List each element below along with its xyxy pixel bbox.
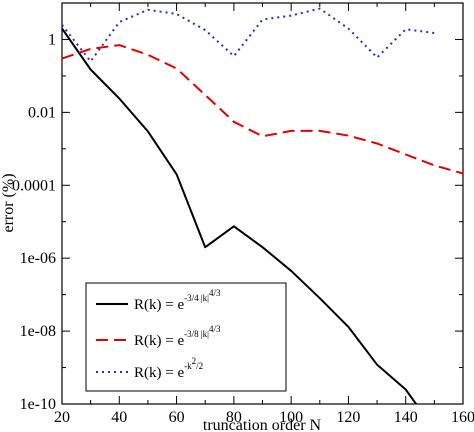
y-tick-label: 0.0001 bbox=[12, 177, 56, 194]
x-tick-label: 100 bbox=[279, 409, 303, 426]
y-tick-label: 1 bbox=[48, 31, 56, 48]
series-line-3 bbox=[62, 7, 435, 63]
x-tick-label: 80 bbox=[226, 409, 242, 426]
x-tick-label: 120 bbox=[336, 409, 360, 426]
x-tick-label: 160 bbox=[451, 409, 474, 426]
x-tick-label: 60 bbox=[169, 409, 185, 426]
y-axis-label: error (%) bbox=[0, 173, 17, 232]
series-line-1 bbox=[62, 27, 418, 404]
x-tick-label: 40 bbox=[111, 409, 127, 426]
series-line-2 bbox=[62, 44, 463, 175]
x-axis-label: truncation order N bbox=[203, 417, 322, 432]
legend-box bbox=[85, 282, 287, 392]
legend-label-2: R(k) = e-3/8 |k|4/3 bbox=[134, 324, 221, 349]
legend-label-3: R(k) = e-k2/2 bbox=[134, 356, 203, 381]
series-layer bbox=[62, 7, 463, 404]
y-tick-label: 0.01 bbox=[28, 104, 56, 121]
y-tick-label: 1e-08 bbox=[20, 323, 56, 340]
legend-label-1: R(k) = e-3/4 |k|4/3 bbox=[134, 288, 221, 313]
x-tick-label: 140 bbox=[394, 409, 418, 426]
axis-ticks: 20 40 60 80 100 120 140 160 1e-10 1e-08 1e-06 0.000… bbox=[12, 2, 474, 426]
legend: R(k) = e-3/4 |k|4/3 R(k) = e-3/8 |k|4/3 R(… bbox=[85, 282, 287, 392]
x-tick-label: 20 bbox=[54, 409, 70, 426]
y-tick-label: 1e-06 bbox=[20, 250, 56, 267]
y-tick-label: 1e-10 bbox=[20, 396, 56, 413]
